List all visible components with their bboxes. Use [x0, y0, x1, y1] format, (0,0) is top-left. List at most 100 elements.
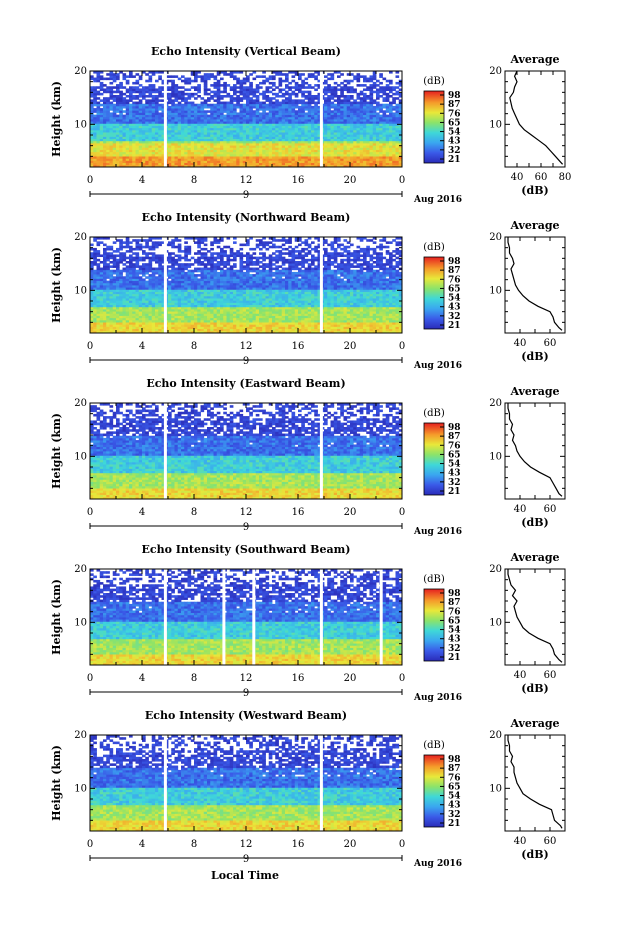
heatmap-cells: [90, 735, 402, 831]
heatmap-cells: [90, 71, 402, 167]
day-label: 9: [243, 356, 249, 367]
x-tick-label: 4: [139, 839, 145, 850]
x-tick-label: 16: [292, 673, 305, 684]
colorbar-unit: (dB): [423, 740, 445, 751]
profile-x-tick-label: 40: [514, 504, 527, 515]
x-tick-label: 0: [399, 673, 405, 684]
profile-y-tick-label: 20: [489, 564, 502, 575]
date-label: Aug 2016: [413, 859, 462, 869]
y-tick-label: 10: [74, 285, 87, 296]
data-gap: [320, 735, 323, 831]
figure-canvas: Echo Intensity (Vertical Beam)2010Height…: [0, 0, 620, 929]
data-gap: [164, 735, 167, 831]
profile-x-tick-label: 60: [544, 504, 557, 515]
profile-title: Average: [509, 385, 559, 398]
x-tick-label: 8: [191, 341, 197, 352]
x-tick-label: 0: [87, 507, 93, 518]
profile-x-label: (dB): [521, 184, 548, 197]
x-tick-label: 20: [344, 839, 357, 850]
profile-y-tick-label: 10: [489, 617, 502, 628]
day-label: 9: [243, 688, 249, 699]
colorbar: [424, 257, 444, 329]
x-tick-label: 0: [87, 839, 93, 850]
data-gap: [320, 237, 323, 333]
profile-frame: [505, 403, 565, 499]
colorbar: [424, 423, 444, 495]
x-tick-label: 4: [139, 673, 145, 684]
day-label: 9: [243, 190, 249, 201]
x-tick-label: 16: [292, 341, 305, 352]
profile-title: Average: [509, 53, 559, 66]
x-tick-label: 0: [399, 507, 405, 518]
profile-x-tick-label: 60: [544, 670, 557, 681]
panel-title: Echo Intensity (Northward Beam): [142, 211, 351, 224]
x-tick-label: 16: [292, 839, 305, 850]
data-gap: [164, 71, 167, 167]
x-tick-label: 0: [399, 341, 405, 352]
y-tick-label: 10: [74, 451, 87, 462]
profile-title: Average: [509, 551, 559, 564]
x-tick-label: 20: [344, 673, 357, 684]
panels-group: Echo Intensity (Vertical Beam)2010Height…: [50, 45, 571, 869]
colorbar: [424, 589, 444, 661]
heatmap-cells: [90, 403, 402, 499]
average-profile-line: [508, 735, 562, 828]
x-tick-label: 8: [191, 673, 197, 684]
day-label: 9: [243, 522, 249, 533]
profile-x-tick-label: 40: [514, 670, 527, 681]
date-label: Aug 2016: [413, 361, 462, 371]
y-tick-label: 20: [74, 564, 87, 575]
profile-x-tick-label: 60: [544, 836, 557, 847]
profile-x-label: (dB): [521, 350, 548, 363]
x-tick-label: 20: [344, 175, 357, 186]
x-tick-label: 0: [399, 175, 405, 186]
data-gap: [164, 237, 167, 333]
average-profile-line: [508, 237, 562, 330]
colorbar: [424, 91, 444, 163]
data-gap: [222, 569, 225, 665]
date-label: Aug 2016: [413, 527, 462, 537]
data-gap: [252, 569, 255, 665]
colorbar-tick-label: 21: [448, 653, 461, 663]
panel-title: Echo Intensity (Southward Beam): [142, 543, 351, 556]
profile-y-tick-label: 10: [489, 783, 502, 794]
x-tick-label: 0: [399, 839, 405, 850]
x-tick-label: 8: [191, 175, 197, 186]
x-tick-label: 16: [292, 175, 305, 186]
x-tick-label: 4: [139, 507, 145, 518]
x-tick-label: 12: [240, 341, 253, 352]
panel-title: Echo Intensity (Westward Beam): [145, 709, 347, 722]
data-gap: [320, 403, 323, 499]
date-label: Aug 2016: [413, 693, 462, 703]
colorbar-tick-label: 21: [448, 819, 461, 829]
data-gap: [164, 403, 167, 499]
y-axis-label: Height (km): [50, 247, 63, 323]
profile-title: Average: [509, 717, 559, 730]
colorbar-unit: (dB): [423, 242, 445, 253]
y-tick-label: 20: [74, 66, 87, 77]
profile-y-tick-label: 20: [489, 66, 502, 77]
data-gap: [164, 569, 167, 665]
y-axis-label: Height (km): [50, 81, 63, 157]
y-tick-label: 10: [74, 119, 87, 130]
average-profile-line: [508, 403, 562, 496]
heatmap-cells: [90, 237, 402, 333]
day-label: 9: [243, 854, 249, 865]
y-tick-label: 20: [74, 398, 87, 409]
profile-x-tick-label: 40: [514, 836, 527, 847]
profile-frame: [505, 735, 565, 831]
y-tick-label: 10: [74, 783, 87, 794]
profile-x-tick-label: 80: [559, 172, 572, 183]
profile-x-label: (dB): [521, 682, 548, 695]
x-tick-label: 8: [191, 507, 197, 518]
y-axis-label: Height (km): [50, 579, 63, 655]
colorbar-unit: (dB): [423, 76, 445, 87]
profile-x-tick-label: 60: [544, 338, 557, 349]
profile-y-tick-label: 10: [489, 451, 502, 462]
average-profile-line: [508, 569, 562, 662]
profile-y-tick-label: 10: [489, 285, 502, 296]
x-tick-label: 0: [87, 175, 93, 186]
date-label: Aug 2016: [413, 195, 462, 205]
x-tick-label: 4: [139, 341, 145, 352]
echo-panel-3: Echo Intensity (Eastward Beam)2010Height…: [50, 377, 565, 537]
